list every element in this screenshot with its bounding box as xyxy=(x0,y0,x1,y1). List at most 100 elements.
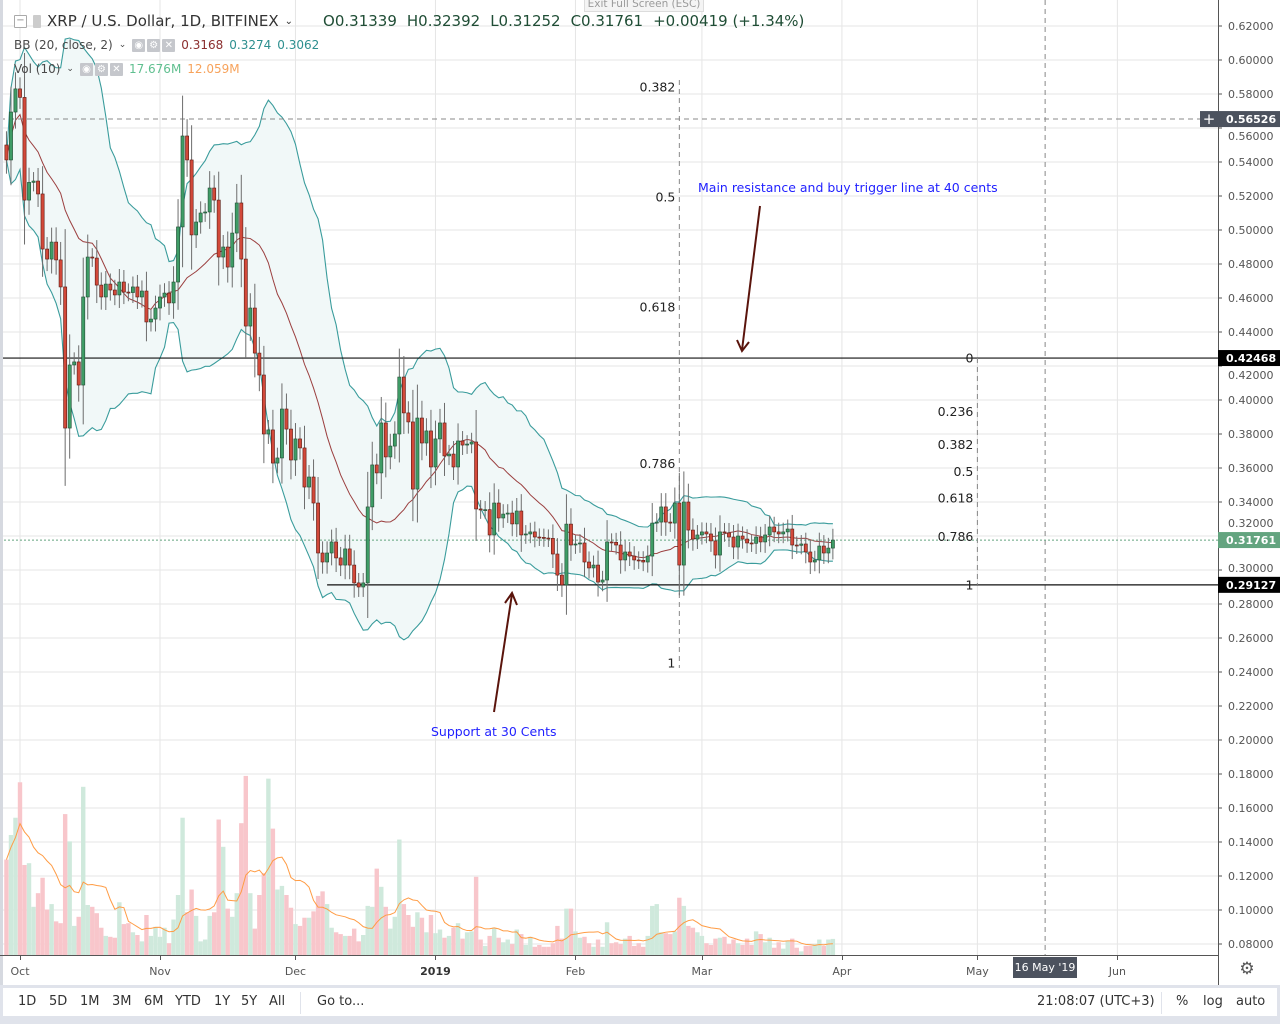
volume-bar xyxy=(26,863,32,955)
candle-body xyxy=(18,88,22,98)
divider xyxy=(1161,992,1162,1014)
gear-icon[interactable]: ⚙ xyxy=(147,38,161,52)
eye-icon[interactable]: ◉ xyxy=(79,62,93,76)
close-icon[interactable]: ✕ xyxy=(162,38,176,52)
volume-bar xyxy=(31,906,36,955)
range-5y[interactable]: 5Y xyxy=(241,994,258,1009)
arrow-resistance[interactable] xyxy=(736,205,761,353)
time-axis[interactable]: 16 May '19 Oct Nov Dec 2019 Feb Mar Apr May Jun xyxy=(0,955,1218,986)
clock[interactable]: 21:08:07 (UTC+3) xyxy=(1037,994,1155,1009)
annotation-resistance[interactable]: Main resistance and buy trigger line at … xyxy=(698,180,998,195)
candle-body xyxy=(275,457,280,464)
price-chart[interactable]: 0.382 0.5 0.618 0.786 1 0 0.236 0.382 0.5 0.618 0.… xyxy=(0,0,1218,955)
goto-button[interactable]: Go to... xyxy=(317,994,365,1009)
volume-bar xyxy=(812,944,818,955)
candle-body xyxy=(266,429,271,435)
range-5d[interactable]: 5D xyxy=(49,994,68,1009)
annotation-support[interactable]: Support at 30 Cents xyxy=(431,724,557,739)
candles xyxy=(4,52,835,619)
volume-bar xyxy=(297,925,303,955)
gear-icon[interactable]: ⚙ xyxy=(94,62,108,76)
collapse-icon[interactable]: − xyxy=(14,15,27,28)
volume-bar xyxy=(681,905,687,955)
settings-gear-icon[interactable]: ⚙ xyxy=(1239,959,1255,979)
volume-bar xyxy=(279,885,285,955)
candle-body xyxy=(541,537,546,539)
volume-bar xyxy=(546,946,551,955)
candle-body xyxy=(812,559,817,563)
close-icon[interactable]: ✕ xyxy=(109,62,123,76)
chart-pane[interactable]: 0.382 0.5 0.618 0.786 1 0 0.236 0.382 0.5 0.618 0.… xyxy=(0,0,1280,985)
candle-body xyxy=(162,292,167,298)
range-6m[interactable]: 6M xyxy=(144,994,164,1009)
volume-bar xyxy=(771,947,777,955)
log-toggle[interactable]: log xyxy=(1203,994,1223,1009)
volume-bar xyxy=(162,927,167,955)
candle-body xyxy=(76,361,81,386)
volume-bar xyxy=(717,937,723,955)
candle-body xyxy=(763,534,768,543)
price-axis[interactable]: 0.62000 0.60000 0.58000 0.56000 0.54000 0.520… xyxy=(1218,0,1280,955)
volume-bar xyxy=(776,942,781,955)
candle-body xyxy=(121,281,126,293)
range-1y[interactable]: 1Y xyxy=(214,994,231,1009)
volume-bar xyxy=(744,938,750,955)
bb-label[interactable]: BB (20, close, 2) xyxy=(14,38,113,52)
auto-toggle[interactable]: auto xyxy=(1236,994,1266,1009)
volume-bar xyxy=(103,935,109,955)
volume-bar xyxy=(781,948,786,955)
volume-bar xyxy=(135,935,140,955)
candle-body xyxy=(483,509,488,511)
chevron-down-icon[interactable]: ⌄ xyxy=(284,16,294,27)
volume-bar xyxy=(722,936,727,955)
candle-body xyxy=(478,508,483,511)
volume-bar xyxy=(491,927,497,955)
candle-body xyxy=(388,445,393,458)
time-label: Nov xyxy=(149,965,171,978)
candle-body xyxy=(13,88,18,113)
volume-bar xyxy=(808,945,813,955)
candle-body xyxy=(537,536,542,539)
candle-body xyxy=(700,531,704,536)
exit-fullscreen-tooltip[interactable]: Exit Full Screen (ESC) xyxy=(584,0,704,12)
volume-bar xyxy=(704,943,709,955)
volume-bar xyxy=(121,924,127,955)
candle-body xyxy=(474,441,479,510)
volume-ma-line xyxy=(5,822,833,946)
volume-bar xyxy=(505,939,510,955)
volume-bar xyxy=(641,946,646,955)
arrow-support[interactable] xyxy=(493,590,518,713)
volume-bar xyxy=(446,935,452,955)
volume-bar xyxy=(175,895,181,955)
volume-bar xyxy=(207,915,212,955)
percent-toggle[interactable]: % xyxy=(1176,994,1189,1009)
candle-body xyxy=(790,528,795,546)
candle-body xyxy=(803,543,808,553)
volume-bar xyxy=(559,938,565,955)
plus-icon: + xyxy=(1203,110,1216,128)
volume-bar xyxy=(699,935,705,955)
eye-icon[interactable]: ◉ xyxy=(132,38,146,52)
flag-icon[interactable] xyxy=(33,15,41,28)
vol-label[interactable]: Vol (10) xyxy=(14,62,61,76)
chevron-down-icon[interactable]: ⌄ xyxy=(118,40,127,50)
chevron-down-icon[interactable]: ⌄ xyxy=(66,64,74,74)
fib-level-label: 0.382 xyxy=(938,437,974,452)
volume-bar xyxy=(514,929,519,955)
candle-body xyxy=(176,226,180,283)
range-all[interactable]: All xyxy=(269,994,286,1009)
symbol-title[interactable]: XRP / U.S. Dollar, 1D, BITFINEX xyxy=(47,12,279,30)
range-3m[interactable]: 3M xyxy=(112,994,132,1009)
candle-body xyxy=(686,501,691,531)
volume-bar xyxy=(464,932,470,955)
candle-body xyxy=(302,447,307,488)
fib-level-label: 0.786 xyxy=(640,456,676,471)
range-1d[interactable]: 1D xyxy=(18,994,37,1009)
range-1m[interactable]: 1M xyxy=(80,994,100,1009)
candle-body xyxy=(185,135,189,161)
bb-lower-line xyxy=(5,159,833,641)
bottom-toolbar: 1D 5D 1M 3M 6M YTD 1Y 5Y All Go to... 21… xyxy=(3,987,1277,1016)
candle-body xyxy=(645,555,650,563)
vol-ma-value: 12.059M xyxy=(187,62,240,76)
range-ytd[interactable]: YTD xyxy=(175,994,201,1009)
